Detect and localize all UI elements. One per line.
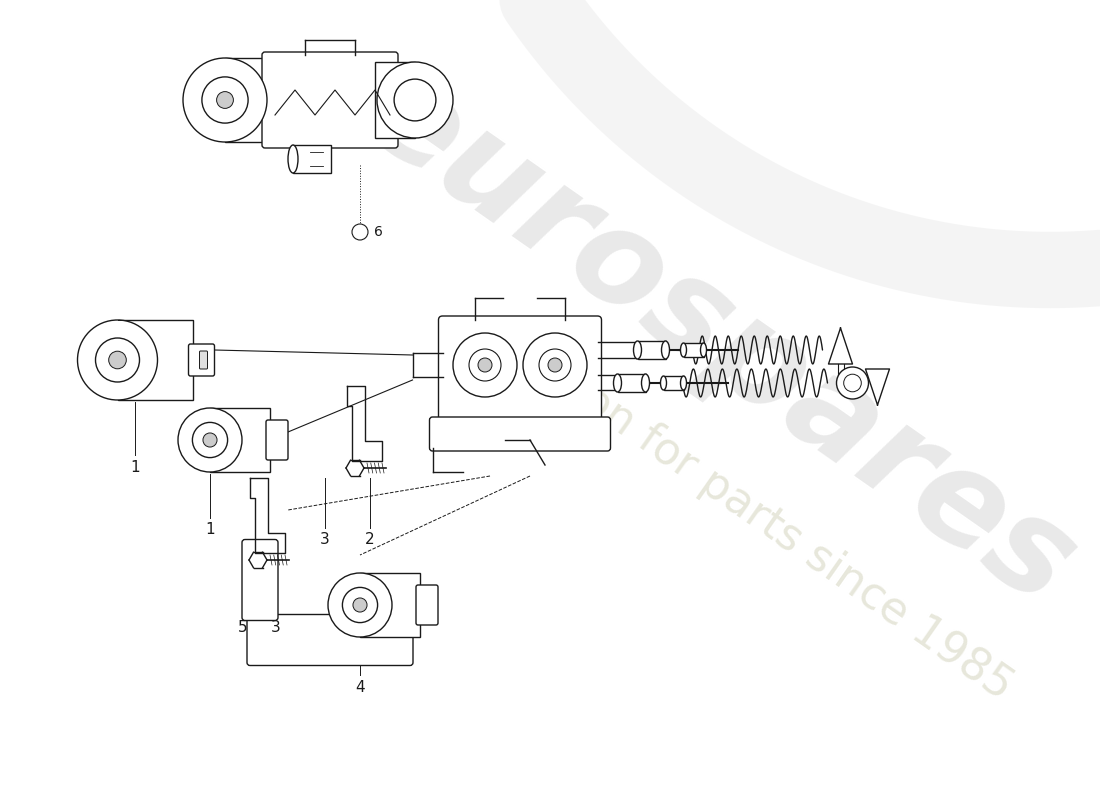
FancyBboxPatch shape	[199, 351, 208, 369]
Ellipse shape	[681, 343, 686, 357]
Polygon shape	[683, 343, 704, 357]
Text: passion for parts since 1985: passion for parts since 1985	[480, 312, 1021, 708]
FancyBboxPatch shape	[266, 420, 288, 460]
Polygon shape	[638, 341, 666, 359]
FancyBboxPatch shape	[416, 585, 438, 625]
Circle shape	[183, 58, 267, 142]
Polygon shape	[226, 58, 275, 142]
Circle shape	[394, 79, 436, 121]
FancyBboxPatch shape	[439, 316, 602, 424]
Text: 5: 5	[239, 619, 248, 634]
Text: eurospares: eurospares	[342, 49, 1098, 631]
FancyBboxPatch shape	[242, 539, 278, 621]
Circle shape	[342, 587, 377, 622]
FancyBboxPatch shape	[188, 344, 214, 376]
Ellipse shape	[661, 341, 670, 359]
Polygon shape	[210, 408, 270, 472]
Circle shape	[204, 433, 217, 447]
Circle shape	[192, 422, 228, 458]
Circle shape	[522, 333, 587, 397]
Ellipse shape	[660, 376, 667, 390]
Circle shape	[96, 338, 140, 382]
Ellipse shape	[288, 145, 298, 173]
Polygon shape	[293, 145, 331, 173]
Circle shape	[202, 77, 249, 123]
Polygon shape	[663, 376, 683, 390]
Polygon shape	[375, 62, 415, 138]
Circle shape	[469, 349, 500, 381]
Circle shape	[377, 62, 453, 138]
FancyBboxPatch shape	[248, 614, 412, 666]
Ellipse shape	[681, 376, 686, 390]
Circle shape	[353, 598, 367, 612]
Circle shape	[836, 367, 869, 399]
Text: 1: 1	[206, 522, 214, 538]
Circle shape	[217, 92, 233, 108]
Polygon shape	[828, 328, 852, 364]
Ellipse shape	[701, 343, 706, 357]
Circle shape	[478, 358, 492, 372]
Ellipse shape	[634, 341, 641, 359]
Circle shape	[77, 320, 157, 400]
Text: 1: 1	[130, 461, 140, 475]
Circle shape	[548, 358, 562, 372]
Circle shape	[844, 374, 861, 392]
Ellipse shape	[641, 374, 649, 392]
Ellipse shape	[614, 374, 622, 392]
Circle shape	[328, 573, 392, 637]
Text: 6: 6	[374, 225, 383, 239]
Text: 2: 2	[365, 533, 375, 547]
Text: 3: 3	[320, 533, 330, 547]
Circle shape	[539, 349, 571, 381]
FancyBboxPatch shape	[429, 417, 610, 451]
Circle shape	[352, 224, 368, 240]
Text: 4: 4	[355, 679, 365, 694]
Polygon shape	[118, 320, 192, 400]
Polygon shape	[866, 369, 890, 405]
Circle shape	[109, 351, 126, 369]
Circle shape	[453, 333, 517, 397]
FancyBboxPatch shape	[262, 52, 398, 148]
Text: 3: 3	[271, 619, 281, 634]
Polygon shape	[617, 374, 646, 392]
Polygon shape	[360, 573, 420, 637]
Circle shape	[178, 408, 242, 472]
